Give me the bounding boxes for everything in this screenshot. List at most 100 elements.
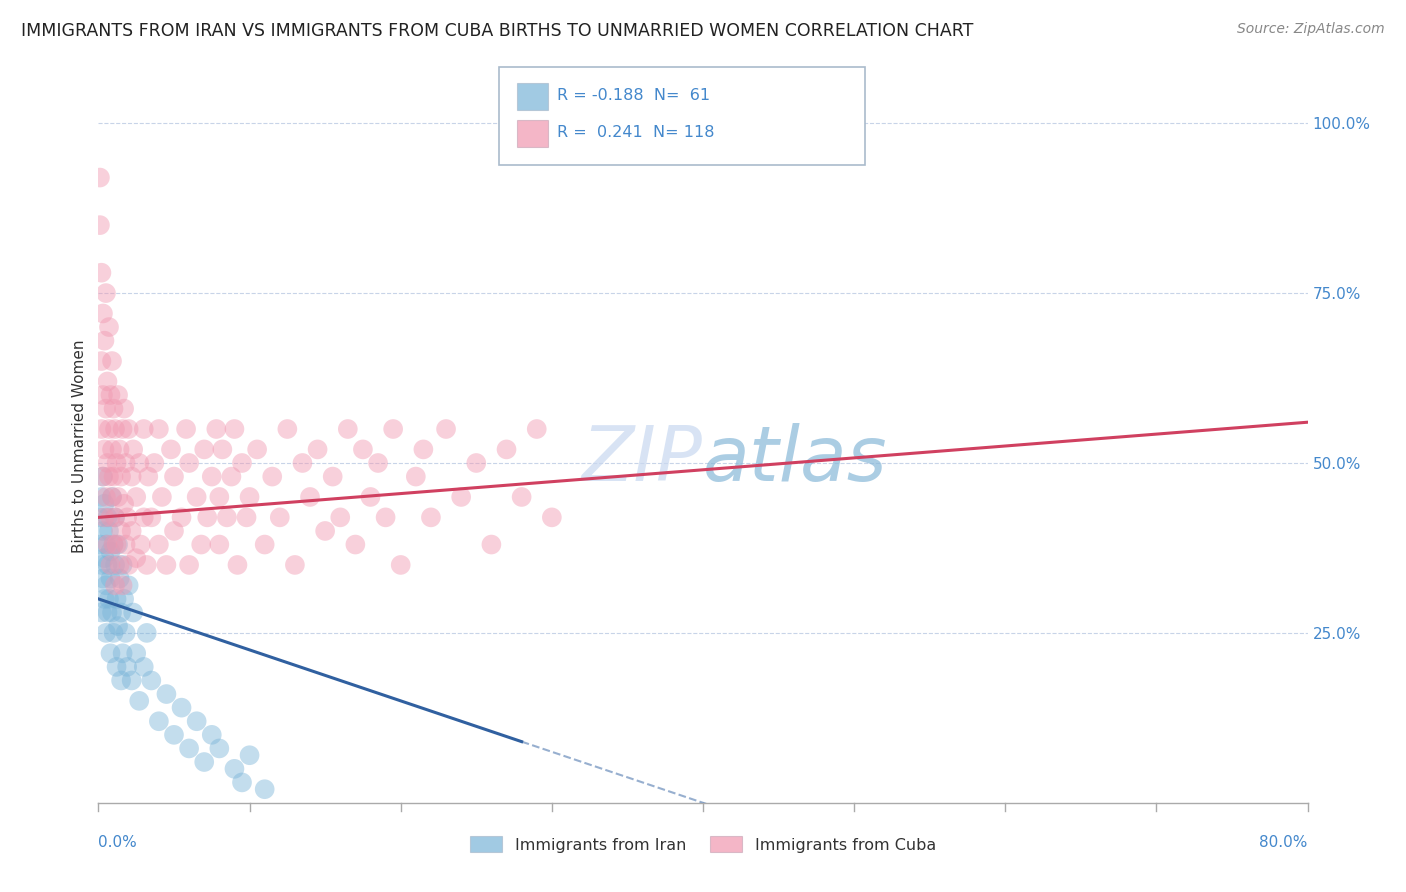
Point — [231, 775, 253, 789]
Point — [231, 456, 253, 470]
Point — [101, 442, 124, 457]
Point — [90, 558, 112, 572]
Point — [179, 456, 201, 470]
Point — [299, 490, 322, 504]
Point — [226, 558, 249, 572]
Point — [224, 422, 246, 436]
Point — [107, 388, 129, 402]
Point — [269, 510, 291, 524]
Point — [141, 673, 163, 688]
Point — [262, 469, 284, 483]
Point — [276, 422, 298, 436]
Point — [111, 422, 134, 436]
Point — [96, 537, 118, 551]
Point — [108, 558, 131, 572]
Point — [160, 442, 183, 457]
Point — [111, 578, 134, 592]
Point — [107, 537, 129, 551]
Point — [224, 762, 246, 776]
Text: 0.0%: 0.0% — [98, 835, 138, 850]
Point — [122, 442, 145, 457]
Point — [104, 558, 127, 572]
Point — [90, 490, 112, 504]
Point — [128, 694, 150, 708]
Point — [100, 544, 122, 558]
Point — [143, 456, 166, 470]
Point — [90, 606, 112, 620]
Point — [98, 422, 121, 436]
Point — [170, 700, 193, 714]
Point — [450, 490, 472, 504]
Point — [112, 591, 135, 606]
Text: R = -0.188  N=  61: R = -0.188 N= 61 — [557, 88, 710, 103]
Point — [89, 537, 111, 551]
Point — [89, 218, 111, 232]
Point — [193, 755, 215, 769]
Point — [314, 524, 336, 538]
Point — [235, 510, 257, 524]
Point — [104, 510, 127, 524]
Point — [100, 572, 122, 586]
Point — [104, 510, 127, 524]
Point — [284, 558, 307, 572]
Point — [110, 673, 132, 688]
Point — [367, 456, 389, 470]
Point — [186, 490, 208, 504]
Point — [208, 490, 231, 504]
Point — [110, 524, 132, 538]
Point — [94, 490, 117, 504]
Point — [110, 606, 132, 620]
Point — [374, 510, 396, 524]
Point — [135, 626, 157, 640]
Point — [434, 422, 457, 436]
Point — [125, 490, 148, 504]
Point — [186, 714, 208, 729]
Point — [111, 558, 134, 572]
Point — [540, 510, 562, 524]
Point — [94, 578, 117, 592]
Point — [352, 442, 374, 457]
Point — [132, 660, 155, 674]
Text: atlas: atlas — [703, 424, 887, 497]
Text: 80.0%: 80.0% — [1260, 835, 1308, 850]
Point — [103, 537, 125, 551]
Point — [121, 673, 143, 688]
Point — [90, 422, 112, 436]
Point — [221, 469, 243, 483]
Point — [129, 537, 152, 551]
Point — [94, 537, 117, 551]
Point — [93, 334, 115, 348]
Point — [163, 469, 186, 483]
Point — [118, 578, 141, 592]
Point — [148, 537, 170, 551]
Point — [121, 469, 143, 483]
Point — [360, 490, 382, 504]
Point — [179, 741, 201, 756]
Point — [114, 626, 136, 640]
Point — [141, 510, 163, 524]
Point — [195, 510, 218, 524]
Point — [100, 510, 122, 524]
Point — [190, 537, 212, 551]
Point — [96, 510, 118, 524]
Point — [114, 456, 136, 470]
Point — [96, 606, 118, 620]
Point — [135, 558, 157, 572]
Point — [103, 469, 125, 483]
Point — [96, 558, 118, 572]
Point — [101, 490, 124, 504]
Point — [495, 442, 517, 457]
Point — [150, 490, 173, 504]
Point — [344, 537, 367, 551]
Point — [128, 456, 150, 470]
Point — [481, 537, 503, 551]
Point — [100, 388, 122, 402]
Point — [389, 558, 412, 572]
Point — [93, 591, 115, 606]
Point — [170, 510, 193, 524]
Point — [122, 606, 145, 620]
Point — [94, 286, 117, 301]
Point — [405, 469, 427, 483]
Point — [91, 469, 114, 483]
Point — [115, 660, 138, 674]
